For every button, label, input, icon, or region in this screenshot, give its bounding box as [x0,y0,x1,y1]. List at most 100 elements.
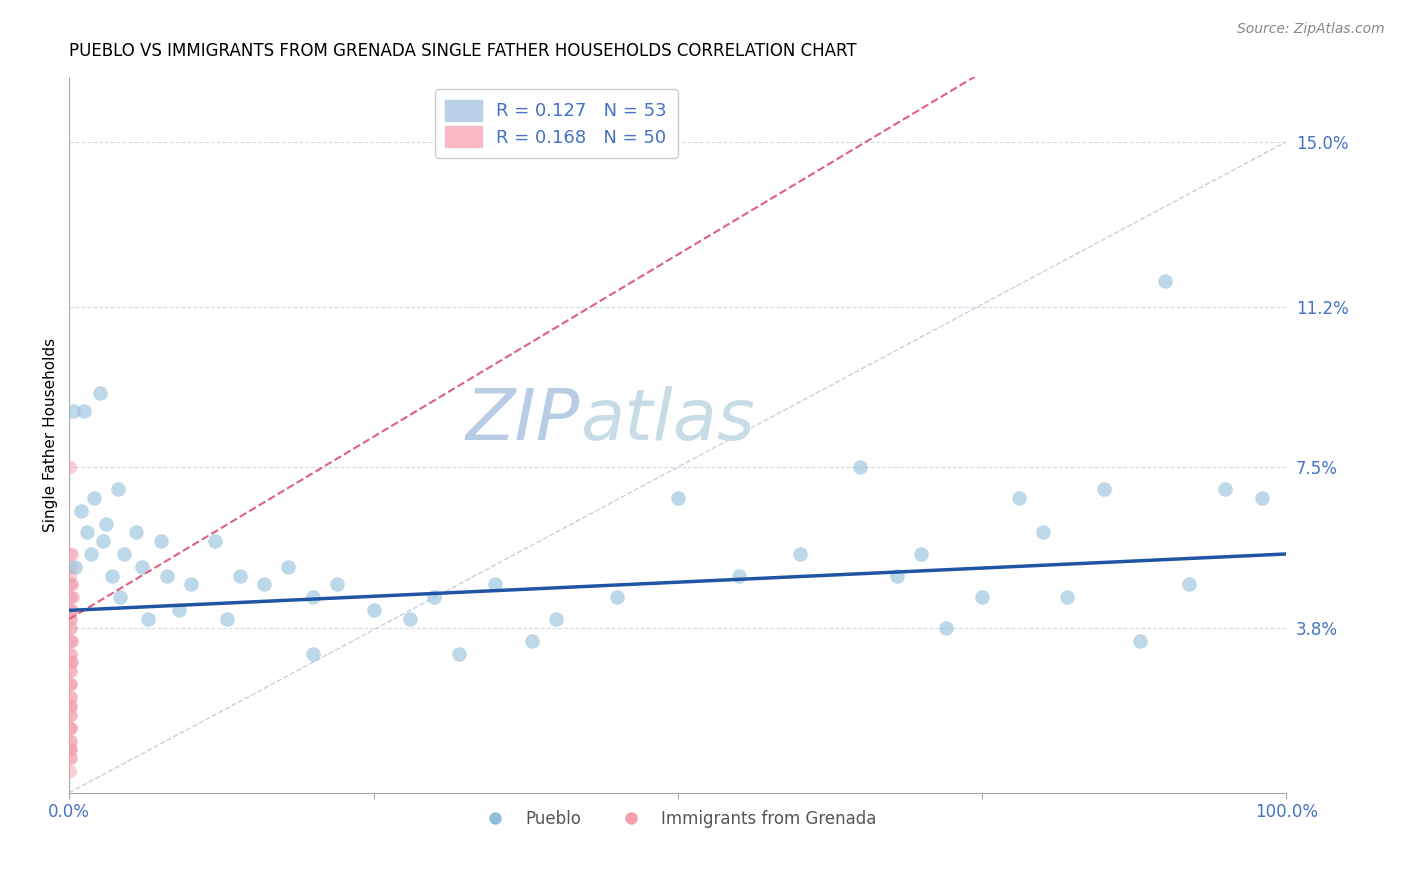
Point [125,525,148,540]
Point [1129,633,1152,648]
Point [59,764,82,778]
Point [73,403,96,417]
Point [138,612,160,626]
Point [60,742,83,756]
Point [60,633,83,648]
Point [217,612,239,626]
Point [59,751,82,765]
Point [789,547,811,561]
Point [59,647,82,661]
Point [112,547,135,561]
Point [447,647,470,661]
Point [60,577,83,591]
Point [80,547,103,561]
Point [101,568,124,582]
Point [60,656,83,670]
Point [59,751,82,765]
Point [59,612,82,626]
Point [131,560,153,574]
Point [277,560,299,574]
Point [59,690,82,705]
Point [59,707,82,722]
Point [59,603,82,617]
Point [59,721,82,735]
Point [59,647,82,661]
Text: PUEBLO VS IMMIGRANTS FROM GRENADA SINGLE FATHER HOUSEHOLDS CORRELATION CHART: PUEBLO VS IMMIGRANTS FROM GRENADA SINGLE… [69,42,856,60]
Point [1056,591,1078,605]
Point [110,591,132,605]
Point [423,591,446,605]
Point [59,568,82,582]
Point [59,677,82,691]
Point [326,577,349,591]
Legend: Pueblo, Immigrants from Grenada: Pueblo, Immigrants from Grenada [472,803,883,834]
Point [363,603,385,617]
Point [301,647,323,661]
Point [62,591,84,605]
Y-axis label: Single Father Households: Single Father Households [44,337,58,532]
Point [60,603,83,617]
Point [59,656,82,670]
Point [1153,274,1175,288]
Point [59,577,82,591]
Point [59,633,82,648]
Point [59,742,82,756]
Point [94,516,117,531]
Point [59,603,82,617]
Point [59,664,82,678]
Point [70,503,93,517]
Point [59,577,82,591]
Point [59,664,82,678]
Point [520,633,543,648]
Point [60,560,83,574]
Point [167,603,190,617]
Point [59,698,82,713]
Point [60,698,83,713]
Point [1007,491,1029,505]
Point [546,612,568,626]
Point [910,547,932,561]
Point [180,577,202,591]
Point [60,612,83,626]
Point [155,568,177,582]
Point [59,733,82,747]
Point [1092,482,1115,496]
Point [59,591,82,605]
Point [1251,491,1274,505]
Point [1215,482,1237,496]
Point [727,568,749,582]
Text: atlas: atlas [581,386,755,455]
Point [59,677,82,691]
Point [849,460,872,475]
Point [606,591,628,605]
Point [301,591,323,605]
Point [886,568,908,582]
Point [89,386,111,401]
Point [60,677,83,691]
Point [83,491,105,505]
Point [60,591,83,605]
Point [484,577,506,591]
Point [60,721,83,735]
Point [253,577,276,591]
Point [59,621,82,635]
Text: ZIP: ZIP [465,386,581,455]
Point [1032,525,1054,540]
Point [60,547,83,561]
Point [204,533,226,548]
Point [59,547,82,561]
Point [107,482,129,496]
Point [59,707,82,722]
Point [666,491,689,505]
Point [59,698,82,713]
Point [970,591,993,605]
Point [60,656,83,670]
Point [1178,577,1201,591]
Point [60,633,83,648]
Point [149,533,172,548]
Text: Source: ZipAtlas.com: Source: ZipAtlas.com [1237,22,1385,37]
Point [59,742,82,756]
Point [59,621,82,635]
Point [935,621,957,635]
Point [58,460,80,475]
